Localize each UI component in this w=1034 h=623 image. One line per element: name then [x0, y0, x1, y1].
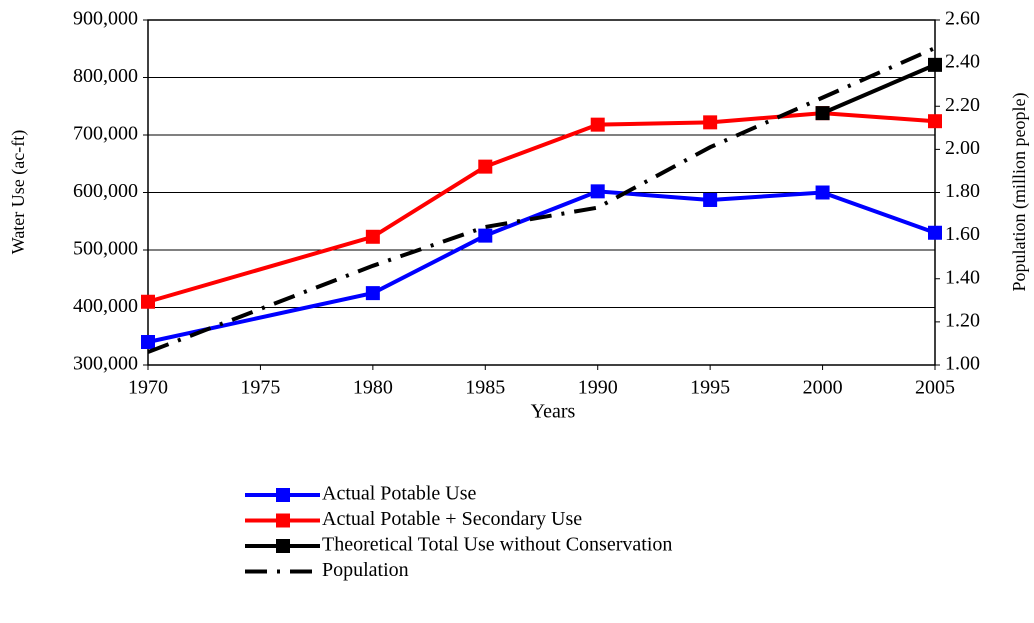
point-marker — [141, 335, 155, 349]
y2-tick-label: 1.20 — [945, 309, 980, 331]
y-tick-label: 800,000 — [73, 65, 138, 87]
plot-frame — [147, 19, 936, 366]
x-tick-label: 2000 — [803, 377, 843, 399]
y2-tick-label: 1.80 — [945, 180, 980, 202]
y2-tick-label: 2.20 — [945, 94, 980, 116]
y2-tick-label: 1.40 — [945, 266, 980, 288]
point-marker — [141, 294, 155, 309]
legend-label: Theoretical Total Use without Conservati… — [322, 534, 672, 556]
point-marker — [815, 185, 830, 200]
x-tick-label: 2005 — [915, 377, 955, 399]
x-tick-label: 1995 — [690, 377, 730, 399]
x-tick-label: 1970 — [128, 377, 168, 399]
y-tick-label: 300,000 — [73, 353, 138, 375]
point-marker — [365, 229, 380, 244]
point-marker — [928, 57, 942, 72]
x-tick-label: 1985 — [465, 377, 505, 399]
x-tick-label: 1975 — [240, 377, 280, 399]
y2-tick-label: 1.60 — [945, 223, 980, 245]
point-marker — [590, 184, 605, 199]
point-marker — [703, 192, 718, 207]
y2-axis-label: Population (million people) — [1009, 93, 1030, 292]
legend-label: Actual Potable + Secondary Use — [322, 508, 582, 530]
y-tick-label: 900,000 — [73, 8, 138, 30]
y-axis-label: Water Use (ac-ft) — [8, 130, 29, 254]
series-line — [147, 46, 936, 354]
point-marker — [703, 115, 718, 130]
legend-marker — [276, 539, 290, 553]
y2-tick-label: 2.60 — [945, 8, 980, 30]
y2-tick-label: 2.40 — [945, 51, 980, 73]
y-tick-label: 400,000 — [73, 295, 138, 317]
point-marker — [928, 114, 942, 129]
legend-marker — [276, 513, 290, 528]
y-tick-label: 700,000 — [73, 123, 138, 145]
legend-marker — [276, 488, 290, 502]
legend-label: Population — [322, 559, 409, 581]
x-tick-label: 1980 — [353, 377, 393, 399]
point-marker — [478, 159, 493, 174]
series-line — [147, 111, 936, 304]
series-line — [821, 63, 936, 115]
x-tick-label: 1990 — [578, 377, 618, 399]
point-marker — [365, 286, 380, 301]
point-marker — [478, 228, 493, 243]
point-marker — [590, 117, 605, 132]
y-tick-label: 500,000 — [73, 238, 138, 260]
x-axis-label: Years — [531, 401, 576, 423]
y2-tick-label: 2.00 — [945, 137, 980, 159]
y2-tick-label: 1.00 — [945, 353, 980, 375]
point-marker — [815, 106, 830, 121]
point-marker — [928, 225, 942, 240]
legend-label: Actual Potable Use — [322, 483, 477, 505]
y-tick-label: 600,000 — [73, 180, 138, 202]
